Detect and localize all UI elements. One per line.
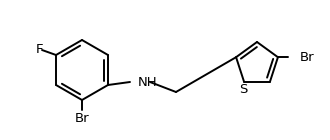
Text: S: S [239, 83, 247, 96]
Text: Br: Br [300, 51, 314, 64]
Text: NH: NH [138, 75, 158, 88]
Text: F: F [35, 43, 43, 55]
Text: Br: Br [75, 111, 89, 124]
